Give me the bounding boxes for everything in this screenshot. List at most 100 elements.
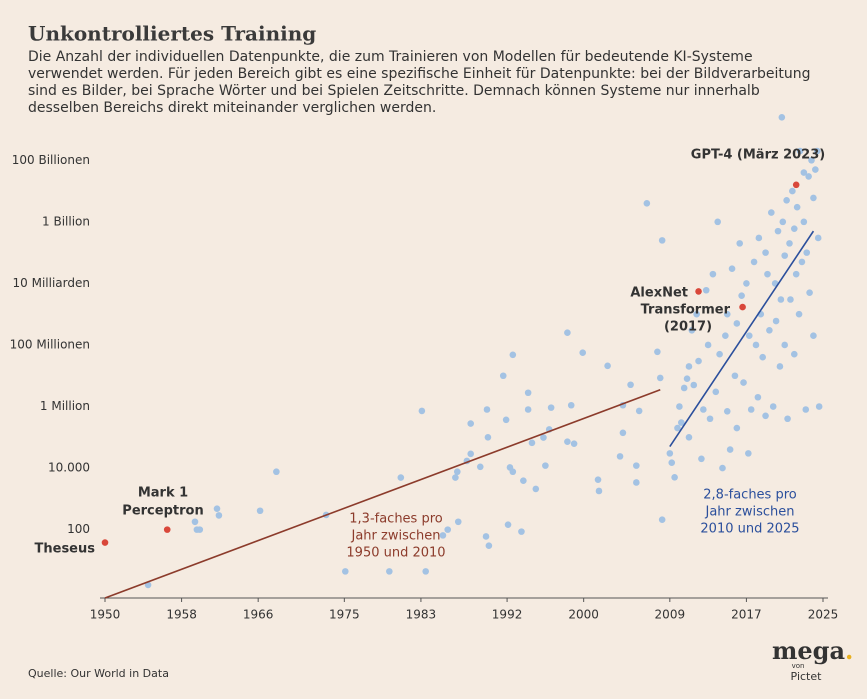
data-point — [714, 218, 721, 226]
data-point — [808, 157, 815, 164]
data-point — [196, 526, 204, 533]
data-point — [564, 438, 571, 445]
data-point — [784, 415, 791, 423]
y-tick-label: 1 Billion — [42, 214, 90, 228]
data-point — [467, 450, 475, 458]
data-point — [518, 528, 525, 535]
x-tick-label: 2025 — [808, 608, 839, 622]
data-point — [754, 393, 762, 401]
data-point — [738, 292, 745, 299]
data-point — [215, 512, 223, 519]
data-point — [683, 375, 691, 383]
data-point — [800, 218, 808, 226]
data-point — [524, 389, 532, 397]
data-point — [520, 477, 527, 484]
trend-annotation: 2010 und 2025 — [700, 522, 799, 537]
x-tick-label: 2009 — [655, 608, 686, 622]
data-point — [453, 468, 461, 476]
data-point — [702, 286, 710, 294]
y-tick-label: 10 Milliarden — [13, 276, 90, 290]
chart-title: Unkontrolliertes Training — [28, 22, 316, 46]
data-point — [812, 166, 819, 173]
data-point — [476, 463, 484, 471]
data-point — [485, 542, 493, 550]
subtitle-line: verwendet werden. Für jeden Bereich gibt… — [28, 66, 811, 82]
y-tick-label: 10.000 — [48, 461, 90, 475]
point-label: Theseus — [35, 542, 96, 557]
data-point — [273, 468, 280, 476]
data-point — [690, 381, 698, 389]
data-point — [779, 218, 787, 226]
point-label: Mark 1 — [138, 486, 188, 501]
x-tick-label: 1983 — [406, 608, 437, 622]
data-point — [422, 568, 430, 575]
data-point — [688, 326, 696, 334]
trend-annotation: 2,8-faches pro — [703, 488, 797, 503]
data-point — [723, 310, 731, 318]
point-label: (2017) — [664, 320, 712, 335]
data-point — [502, 416, 510, 424]
data-point — [777, 296, 785, 303]
data-point — [579, 349, 587, 357]
data-point — [483, 406, 491, 413]
data-point — [643, 200, 651, 207]
data-point — [762, 412, 769, 420]
data-point — [813, 147, 821, 155]
y-tick-label: 100 Millionen — [10, 337, 90, 351]
trend-annotation: Jahr zwischen — [351, 529, 441, 544]
data-point — [542, 462, 549, 469]
data-point — [790, 225, 798, 232]
data-point — [776, 363, 784, 370]
data-point — [698, 455, 705, 463]
y-tick-label: 100 Billionen — [12, 153, 90, 167]
data-point — [755, 234, 763, 242]
x-tick-label: 2000 — [568, 608, 599, 622]
trend-annotation: 1,3-faches pro — [349, 512, 443, 527]
data-point — [743, 280, 750, 287]
data-point — [769, 403, 777, 410]
data-point — [674, 424, 681, 432]
logo-word: mega. — [772, 636, 853, 665]
data-point — [484, 433, 492, 441]
data-point — [787, 296, 794, 303]
data-point — [733, 424, 741, 432]
data-point — [524, 406, 532, 413]
data-point — [528, 439, 536, 447]
data-point — [731, 372, 739, 380]
data-point — [781, 252, 789, 259]
data-point — [802, 406, 810, 413]
data-point — [633, 479, 640, 486]
data-point — [803, 249, 811, 256]
data-point — [774, 227, 782, 235]
data-point — [706, 415, 714, 423]
data-point — [810, 194, 817, 202]
y-tick-label: 100 — [67, 522, 90, 536]
highlight-point — [695, 288, 702, 295]
point-label: AlexNet — [630, 286, 688, 301]
trend-line — [104, 389, 661, 599]
data-point — [595, 487, 603, 495]
data-point — [786, 240, 793, 247]
data-point — [685, 433, 693, 441]
data-point — [594, 476, 602, 483]
data-point — [719, 464, 726, 472]
data-point — [532, 485, 540, 493]
data-point — [386, 568, 393, 575]
data-point — [444, 526, 452, 533]
data-point — [504, 521, 512, 528]
data-point — [700, 406, 707, 413]
highlight-point — [101, 539, 109, 546]
data-point — [439, 532, 447, 539]
trend-annotation: 1950 und 2010 — [346, 546, 445, 561]
data-point — [764, 270, 771, 278]
data-point — [454, 518, 462, 526]
data-point — [752, 341, 760, 349]
data-point — [656, 374, 664, 382]
highlight-point — [163, 526, 171, 533]
data-point — [509, 468, 517, 476]
y-tick-label: 1 Million — [40, 399, 90, 413]
subtitle-line: desselben Bereichs direkt miteinander ve… — [28, 100, 436, 116]
x-tick-label: 1950 — [90, 608, 121, 622]
data-point — [680, 384, 688, 392]
data-point — [790, 350, 798, 358]
